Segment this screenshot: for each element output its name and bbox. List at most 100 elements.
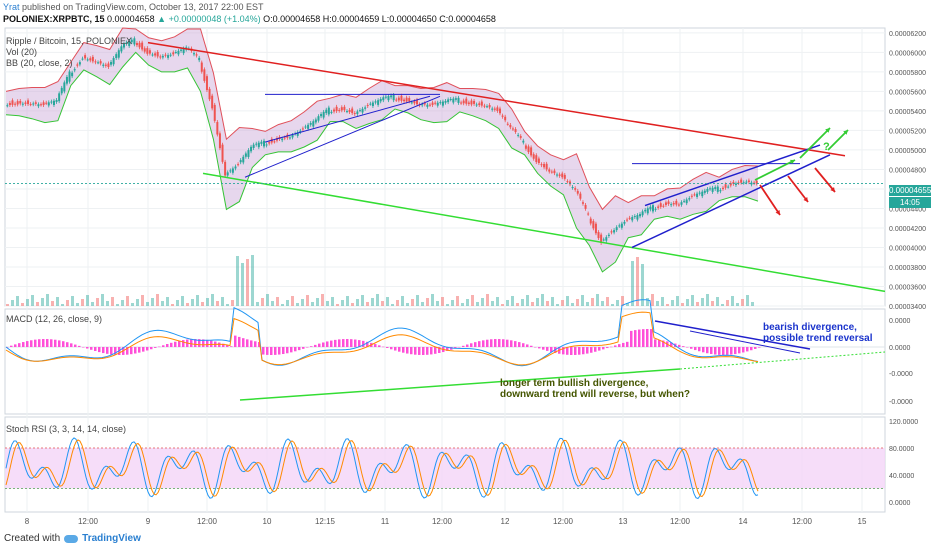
tradingview-brand[interactable]: TradingView	[82, 533, 141, 544]
volume-bar	[536, 298, 539, 306]
signal-line	[5, 311, 759, 366]
candle-body	[496, 107, 499, 111]
candle-body	[327, 107, 330, 115]
volume-bar	[171, 304, 174, 306]
macd-histogram-bar	[530, 345, 533, 347]
volume-bar	[431, 294, 434, 306]
volume-bar	[346, 296, 349, 306]
volume-bar	[311, 302, 314, 306]
annotation-bearish[interactable]: bearish divergence, possible trend rever…	[763, 322, 873, 344]
volume-bar	[546, 301, 549, 306]
candle-body	[371, 102, 374, 107]
legend-volume[interactable]: Vol (20)	[6, 47, 38, 57]
volume-bar	[201, 302, 204, 306]
macd-histogram-bar	[150, 347, 153, 350]
legend-symbol[interactable]: Ripple / Bitcoin, 15, POLONIEX	[6, 36, 133, 46]
macd-histogram-bar	[230, 346, 233, 347]
volume-bar	[726, 300, 729, 306]
candle-body	[439, 102, 442, 104]
candle-body	[633, 216, 636, 218]
macd-histogram-bar	[342, 339, 345, 347]
candle-body	[473, 100, 476, 104]
macd-histogram-bar	[302, 347, 305, 349]
candle-body	[182, 48, 185, 54]
candle-body	[268, 142, 271, 144]
legend-stoch-rsi[interactable]: Stoch RSI (3, 3, 14, 14, close)	[6, 424, 127, 434]
volume-bar	[611, 304, 614, 306]
candle-body	[431, 102, 434, 106]
macd-histogram-bar	[478, 341, 481, 347]
x-tick-label: 12:00	[670, 517, 691, 526]
volume-bar	[226, 304, 229, 306]
macd-histogram-bar	[226, 344, 229, 347]
volume-bar	[706, 294, 709, 306]
volume-bar	[111, 297, 114, 306]
macd-bearish-divergence-line	[654, 320, 811, 350]
macd-histogram-bar	[526, 344, 529, 347]
symbol-line: POLONIEX:XRPBTC, 15 0.00004658 ▲ +0.0000…	[3, 14, 496, 24]
wedge-upper-line	[264, 95, 431, 143]
candle-body	[314, 119, 317, 123]
legend-macd[interactable]: MACD (12, 26, close, 9)	[6, 314, 103, 324]
candle-body	[449, 99, 452, 101]
annotation-question[interactable]: ?	[823, 141, 830, 153]
legend-bollinger[interactable]: BB (20, close, 2)	[6, 58, 73, 68]
wedge-lower-line	[244, 95, 441, 178]
candle-body	[366, 105, 369, 107]
macd-histogram-bar	[166, 344, 169, 347]
candle-body	[32, 103, 35, 105]
volume-bar	[681, 303, 684, 306]
macd-histogram-bar	[14, 344, 17, 347]
candle-body	[283, 137, 286, 139]
volume-bar	[321, 294, 324, 306]
volume-bar	[356, 299, 359, 306]
macd-histogram-bar	[202, 339, 205, 347]
y-tick-label: 0.00006200	[889, 31, 926, 38]
candle-body	[561, 173, 564, 178]
candle-body	[644, 209, 647, 212]
candle-body	[509, 124, 512, 128]
macd-y-tick-label: -0.0000	[889, 371, 913, 378]
macd-histogram-bar	[46, 339, 49, 347]
candle-body	[348, 109, 351, 113]
volume-bar	[36, 302, 39, 306]
macd-histogram-bar	[38, 339, 41, 347]
macd-histogram-bar	[482, 340, 485, 347]
candle-body	[193, 53, 195, 55]
candle-body	[159, 56, 162, 58]
candle-body	[602, 239, 605, 241]
candle-body	[631, 217, 634, 221]
candle-body	[120, 46, 123, 52]
volume-bar	[576, 299, 579, 306]
macd-histogram-bar	[574, 347, 577, 355]
macd-histogram-bar	[278, 347, 281, 355]
volume-bar	[396, 300, 399, 306]
volume-bar	[486, 294, 489, 306]
x-tick-label: 14	[739, 517, 748, 526]
volume-bar	[496, 297, 499, 306]
macd-histogram-bar	[718, 347, 721, 355]
current-price: 0.00004658	[107, 14, 155, 24]
volume-bar	[96, 298, 99, 306]
candle-body	[556, 174, 559, 176]
volume-bar	[386, 297, 389, 306]
candle-body	[78, 62, 81, 65]
macd-histogram-bar	[94, 347, 97, 352]
macd-y-tick-label: 0.0000	[889, 318, 911, 325]
created-with-label: Created with	[4, 533, 61, 544]
candle-body	[84, 55, 87, 59]
volume-bar	[6, 304, 9, 306]
volume-bar	[56, 297, 59, 306]
annotation-bullish[interactable]: longer term bullish divergence, downward…	[500, 378, 690, 400]
candle-body	[436, 102, 439, 106]
volume-bar	[51, 301, 54, 306]
author-link[interactable]: Yrat	[3, 2, 20, 12]
candle-body	[60, 87, 63, 94]
candle-body	[517, 134, 520, 136]
candle-body	[540, 164, 543, 166]
macd-histogram-bar	[298, 347, 301, 351]
volume-bar	[371, 298, 374, 306]
bear-arrow-1	[759, 184, 781, 216]
candle-body	[309, 123, 312, 125]
